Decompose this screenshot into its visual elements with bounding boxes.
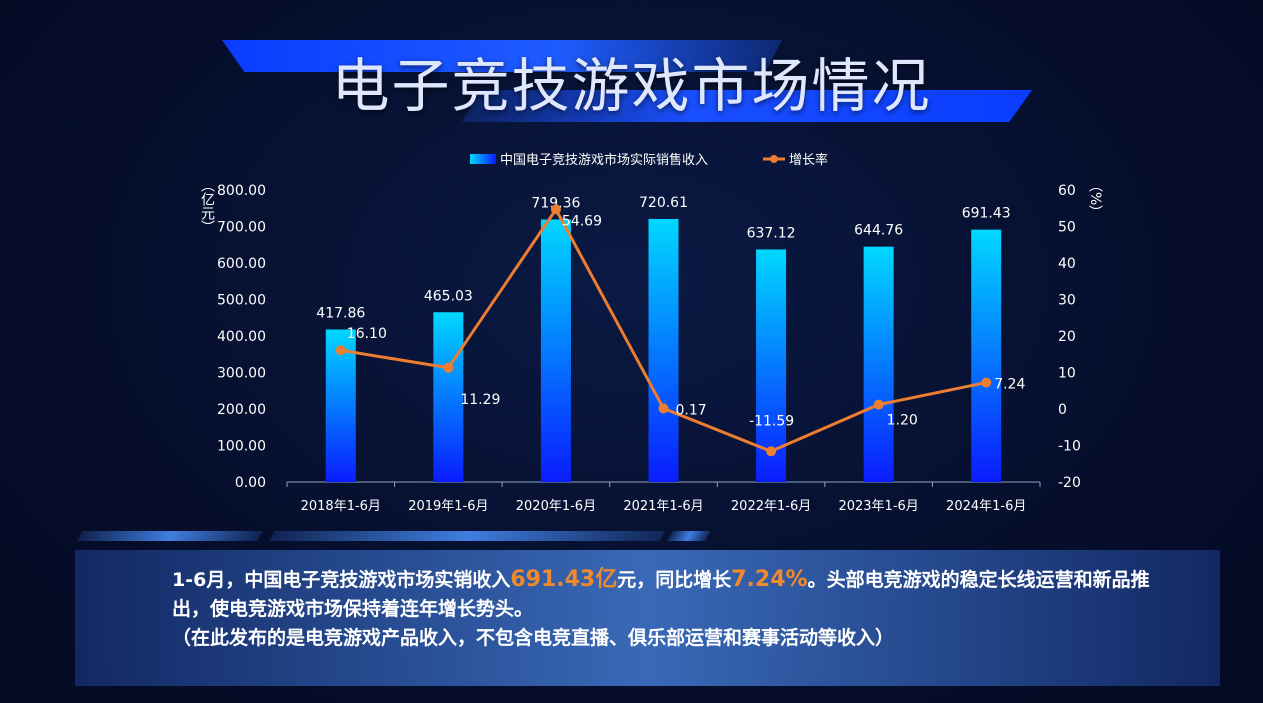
right-tick-label: 20	[1058, 329, 1076, 345]
summary-note: （在此发布的是电竞游戏产品收入，不包含电竞直播、俱乐部运营和赛事活动等收入）	[172, 627, 895, 649]
x-tick-label: 2023年1-6月	[838, 499, 918, 514]
decor-stripe-1	[77, 531, 263, 541]
revenue-bar	[648, 218, 679, 482]
right-tick-label: 40	[1058, 256, 1076, 272]
right-tick-label: 50	[1058, 220, 1076, 236]
growth-point	[766, 446, 777, 457]
revenue-bar	[540, 219, 571, 482]
growth-point	[550, 204, 561, 215]
summary-paragraph: 1-6月，中国电子竞技游戏市场实销收入691.43亿元，同比增长7.24%。头部…	[172, 565, 1172, 624]
revenue-bar-label: 719.36	[531, 195, 580, 211]
left-axis-ticks: 0.00 100.00 200.00 300.00 400.00 500.00 600.00…	[217, 183, 266, 491]
legend-line-marker	[770, 155, 778, 163]
left-tick-label: 400.00	[217, 329, 266, 345]
right-tick-label: -20	[1058, 475, 1081, 491]
right-axis-unit: （%）	[1087, 178, 1103, 219]
growth-value-label: 7.24	[994, 377, 1025, 393]
legend-bar-label: 中国电子竞技游戏市场实际销售收入	[500, 152, 708, 168]
right-tick-label: -10	[1058, 439, 1081, 455]
decor-stripe-3	[667, 531, 711, 541]
left-tick-label: 200.00	[217, 402, 266, 418]
revenue-bar-label: 637.12	[747, 225, 796, 241]
growth-value-label: 16.10	[347, 326, 387, 342]
left-tick-label: 100.00	[217, 439, 266, 455]
legend-line-label: 增长率	[789, 152, 828, 168]
growth-point	[981, 377, 992, 388]
growth-value-label: -11.59	[749, 413, 794, 429]
growth-point	[443, 362, 454, 373]
left-tick-label: 0.00	[235, 475, 266, 491]
revenue-bar	[971, 229, 1002, 482]
growth-point	[873, 399, 884, 410]
x-tick-label: 2020年1-6月	[516, 499, 596, 514]
right-tick-label: 30	[1058, 293, 1076, 309]
page-title: 电子竞技游戏市场情况	[331, 52, 932, 120]
left-tick-label: 500.00	[217, 293, 266, 309]
growth-value-label: 1.20	[887, 413, 918, 429]
revenue-bar-label: 417.86	[316, 305, 365, 321]
growth-value-label: 0.17	[676, 402, 707, 418]
revenue-bar-label: 720.61	[639, 195, 688, 211]
legend-bar-swatch	[470, 154, 496, 164]
x-tick-label: 2022年1-6月	[731, 499, 811, 514]
decor-stripe-2	[269, 531, 665, 541]
growth-point	[658, 403, 669, 414]
revenue-bar-label: 644.76	[854, 223, 903, 239]
title-banner	[222, 40, 1032, 124]
summary-text: 1-6月，中国电子竞技游戏市场实销收入691.43亿元，同比增长7.24%。头部…	[172, 565, 1172, 653]
right-tick-label: 0	[1058, 402, 1067, 418]
revenue-bar	[433, 312, 464, 482]
bar-value-labels: 417.86 465.03 719.36 720.61 637.12 644.76 691.…	[316, 195, 1010, 322]
summary-highlight-revenue: 691.43亿	[510, 567, 618, 592]
right-axis-ticks: -20 -10 0 10 20 30 40 50 60	[1058, 183, 1081, 491]
x-axis-ticks: 2018年1-6月 2019年1-6月 2020年1-6月 2021年1-6月 2022…	[286, 482, 1041, 514]
title-banner-bottom-stripe	[462, 90, 1032, 122]
right-tick-label: 60	[1058, 183, 1076, 199]
revenue-growth-chart: 中国电子竞技游戏市场实际销售收入 增长率 （亿元） （%） 0.00100.00…	[199, 152, 1103, 514]
x-tick-label: 2018年1-6月	[301, 499, 381, 514]
x-tick-label: 2024年1-6月	[946, 499, 1026, 514]
left-tick-label: 300.00	[217, 366, 266, 382]
summary-panel	[75, 550, 1220, 686]
growth-line-series	[335, 204, 992, 457]
growth-value-label: 11.29	[460, 392, 500, 408]
growth-value-labels: 16.10 11.29 54.69 0.17 -11.59 1.20 7.24	[347, 213, 1026, 429]
growth-point	[335, 345, 346, 356]
x-tick-label: 2019年1-6月	[408, 499, 488, 514]
growth-value-label: 54.69	[562, 213, 602, 229]
chart-legend: 中国电子竞技游戏市场实际销售收入 增长率	[470, 152, 828, 168]
left-axis-unit: （亿元）	[199, 178, 215, 234]
summary-highlight-growth: 7.24%	[731, 567, 808, 592]
revenue-bar	[863, 246, 894, 482]
revenue-bar	[756, 249, 787, 482]
summary-text-part: 元，同比增长	[617, 569, 732, 591]
x-tick-label: 2021年1-6月	[623, 499, 703, 514]
revenue-bar-label: 465.03	[424, 288, 473, 304]
summary-text-part: 。头部电竞游戏的稳定长线运营和新品推出，使电竞游戏市场保持着连年增长势头。	[172, 569, 1150, 620]
revenue-bar-label: 691.43	[962, 206, 1011, 222]
title-banner-top-stripe	[222, 40, 782, 72]
summary-text-part: 1-6月，中国电子竞技游戏市场实销收入	[172, 569, 511, 591]
left-tick-label: 700.00	[217, 220, 266, 236]
left-tick-label: 600.00	[217, 256, 266, 272]
right-tick-label: 10	[1058, 366, 1076, 382]
bar-series	[325, 218, 1002, 482]
left-tick-label: 800.00	[217, 183, 266, 199]
